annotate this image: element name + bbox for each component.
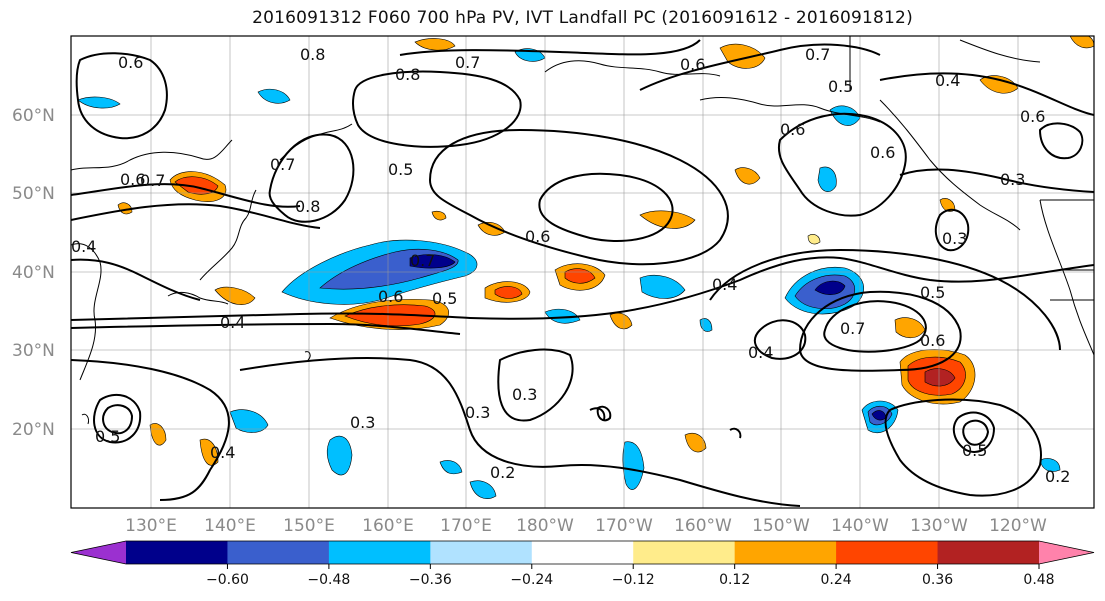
contour-label: 0.6 xyxy=(118,53,143,72)
contour-label: 0.3 xyxy=(942,229,967,248)
lon-label: 170°W xyxy=(595,516,653,536)
colorbar-tick-label: 0.12 xyxy=(719,572,750,588)
colorbar-ticks: −0.60 −0.48 −0.36 −0.24 −0.12 0.12 0.24 0.36 0.4… xyxy=(206,564,1055,588)
colorbar-tick-label: 0.48 xyxy=(1023,572,1054,588)
contour-label: 0.7 xyxy=(455,53,480,72)
contour-label: 0.7 xyxy=(410,251,435,270)
colorbar-tick-label: −0.60 xyxy=(206,572,249,588)
contour-label: 0.3 xyxy=(1000,170,1025,189)
contour-labels: 0.8 0.7 0.6 0.8 0.7 0.5 0.6 0.7 0.6 0.8 … xyxy=(71,45,1070,486)
colorbar-segment xyxy=(633,541,736,564)
colorbar-segment xyxy=(836,541,939,564)
colorbar-segment xyxy=(227,541,330,564)
lon-label: 160°W xyxy=(674,516,732,536)
contour-label: 0.6 xyxy=(920,331,945,350)
contour-label: 0.3 xyxy=(512,385,537,404)
contour-label: 0.4 xyxy=(71,237,96,256)
colorbar-tick-label: −0.48 xyxy=(307,572,350,588)
contour-label: 0.6 xyxy=(525,227,550,246)
contour-label: 0.4 xyxy=(748,343,773,362)
chart-title: 2016091312 F060 700 hPa PV, IVT Landfall… xyxy=(252,8,913,28)
colorbar-tick-label: −0.12 xyxy=(612,572,655,588)
lon-label: 150°W xyxy=(752,516,810,536)
lon-label: 130°W xyxy=(910,516,968,536)
contour-label: 0.5 xyxy=(920,283,945,302)
contour-label: 0.6 xyxy=(378,287,403,306)
lon-label: 120°W xyxy=(989,516,1047,536)
colorbar-segment xyxy=(328,541,431,564)
latitude-labels: 60°N 50°N 40°N 30°N 20°N xyxy=(12,106,55,440)
lon-label: 140°W xyxy=(831,516,889,536)
contour-label: 0.7 xyxy=(805,45,830,64)
lon-label: 170°E xyxy=(440,516,492,536)
lat-label: 40°N xyxy=(12,263,55,283)
contour-label: 0.5 xyxy=(432,289,457,308)
colorbar-segment xyxy=(531,541,634,564)
lon-label: 130°E xyxy=(125,516,177,536)
colorbar-segment xyxy=(734,541,837,564)
contour-label: 0.8 xyxy=(300,45,325,64)
lon-label: 180°W xyxy=(516,516,574,536)
colorbar-tick-label: −0.24 xyxy=(510,572,553,588)
contour-label: 0.7 xyxy=(270,155,295,174)
colorbar-outline xyxy=(70,540,1095,565)
contour-label: 0.2 xyxy=(1045,467,1070,486)
contour-label: 0.4 xyxy=(210,443,235,462)
colorbar-segment xyxy=(937,541,1040,564)
shaded-fields xyxy=(77,36,1094,499)
lon-label: 140°E xyxy=(204,516,256,536)
contour-label: 0.5 xyxy=(962,441,987,460)
contour-label: 0.3 xyxy=(350,413,375,432)
colorbar-tick-label: 0.24 xyxy=(821,572,852,588)
contour-label: 0.6 xyxy=(680,55,705,74)
lat-label: 20°N xyxy=(12,420,55,440)
contour-label: 0.7 xyxy=(840,319,865,338)
graticule xyxy=(71,36,1094,508)
map-content: 0.8 0.7 0.6 0.8 0.7 0.5 0.6 0.7 0.6 0.8 … xyxy=(71,36,1094,508)
lon-label: 160°E xyxy=(362,516,414,536)
contour-label: 0.4 xyxy=(712,275,737,294)
longitude-labels: 130°E 140°E 150°E 160°E 170°E 180°W 170°… xyxy=(125,516,1047,536)
pv-contours xyxy=(71,39,1094,507)
contour-label: 0.5 xyxy=(95,427,120,446)
colorbar-segment xyxy=(430,541,533,564)
colorbar-extend-low xyxy=(71,541,126,564)
contour-label: 0.6 xyxy=(870,143,895,162)
colorbar-extend-high xyxy=(1039,541,1094,564)
contour-label: 0.4 xyxy=(220,313,245,332)
colorbar-tick-label: −0.36 xyxy=(409,572,452,588)
lat-label: 60°N xyxy=(12,106,55,126)
colorbar-tick-label: 0.36 xyxy=(922,572,953,588)
colorbar xyxy=(70,540,1095,565)
lat-label: 30°N xyxy=(12,341,55,361)
lon-label: 150°E xyxy=(283,516,335,536)
contour-label: 0.8 xyxy=(295,197,320,216)
contour-label: 0.4 xyxy=(935,71,960,90)
contour-label: 0.8 xyxy=(395,65,420,84)
lat-label: 50°N xyxy=(12,184,55,204)
colorbar-segment xyxy=(126,541,228,564)
coastlines xyxy=(71,36,1094,425)
contour-label: 0.3 xyxy=(465,403,490,422)
contour-label: 0.6 xyxy=(780,120,805,139)
contour-label: 0.2 xyxy=(490,463,515,482)
contour-label: 0.6 xyxy=(120,170,145,189)
contour-label: 0.5 xyxy=(828,77,853,96)
contour-label: 0.7 xyxy=(140,171,165,190)
contour-label: 0.5 xyxy=(388,160,413,179)
map-frame xyxy=(70,35,1095,509)
contour-label: 0.6 xyxy=(1020,107,1045,126)
